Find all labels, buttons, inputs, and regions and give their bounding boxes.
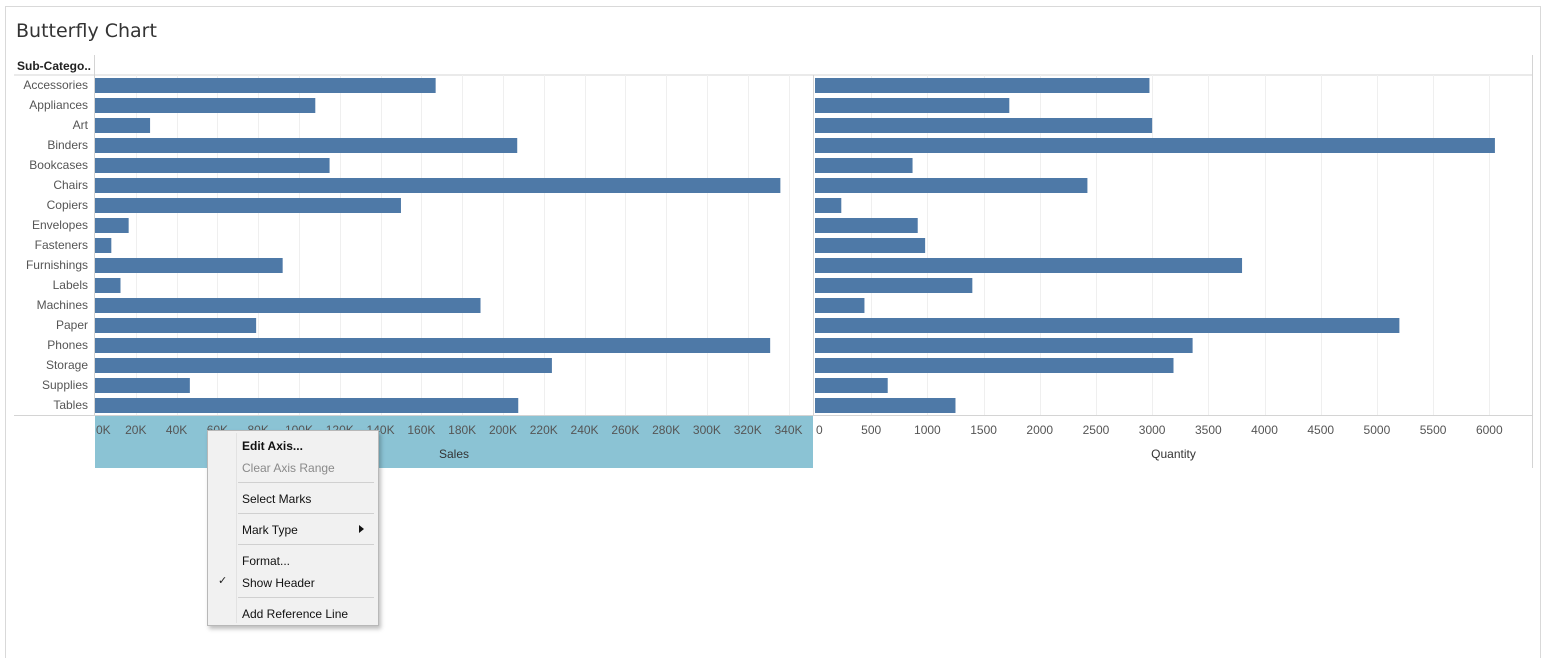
menu-item-add-reference-line[interactable]: Add Reference Line: [242, 607, 349, 621]
menu-item-mark-type[interactable]: Mark Type: [242, 521, 362, 539]
menu-item-mark-type-label: Mark Type: [242, 523, 298, 537]
bar-quantity[interactable]: [815, 278, 973, 293]
bar-quantity[interactable]: [815, 338, 1193, 353]
chart-title: Butterfly Chart: [16, 20, 157, 42]
menu-item-format[interactable]: Format...: [242, 554, 291, 568]
menu-separator: [238, 597, 374, 598]
category-label[interactable]: Fasteners: [35, 238, 88, 252]
category-label[interactable]: Appliances: [29, 98, 88, 112]
category-label[interactable]: Art: [73, 118, 89, 132]
x-tick-label: 0: [816, 423, 823, 437]
bar-quantity[interactable]: [815, 218, 918, 233]
bar-quantity[interactable]: [815, 98, 1010, 113]
x-tick-label: 1000: [914, 423, 941, 437]
x-tick-label: 0K: [96, 423, 111, 437]
bar-sales[interactable]: [95, 178, 781, 193]
x-axis-title[interactable]: Sales: [439, 447, 469, 461]
category-label[interactable]: Tables: [53, 398, 88, 412]
bar-quantity[interactable]: [815, 158, 913, 173]
bar-sales[interactable]: [95, 258, 283, 273]
x-tick-label: 160K: [407, 423, 435, 437]
bar-sales[interactable]: [95, 198, 401, 213]
checkmark-icon: ✓: [218, 575, 228, 587]
x-tick-label: 6000: [1476, 423, 1503, 437]
bar-sales[interactable]: [95, 218, 129, 233]
menu-item-edit-axis[interactable]: Edit Axis...: [242, 439, 303, 453]
menu-item-select-marks[interactable]: Select Marks: [242, 492, 312, 506]
category-label[interactable]: Binders: [47, 138, 88, 152]
menu-item-show-header[interactable]: Show Header: [242, 576, 315, 590]
x-tick-label: 200K: [489, 423, 517, 437]
x-tick-label: 2500: [1083, 423, 1110, 437]
x-tick-label: 2000: [1026, 423, 1053, 437]
menu-separator: [238, 482, 374, 483]
x-tick-label: 260K: [611, 423, 639, 437]
x-tick-label: 220K: [530, 423, 558, 437]
x-tick-label: 40K: [166, 423, 187, 437]
category-label[interactable]: Furnishings: [26, 258, 88, 272]
bar-sales[interactable]: [95, 158, 330, 173]
menu-separator: [238, 513, 374, 514]
x-tick-label: 4500: [1307, 423, 1334, 437]
category-label[interactable]: Machines: [37, 298, 88, 312]
x-tick-label: 4000: [1251, 423, 1278, 437]
bar-quantity[interactable]: [815, 178, 1088, 193]
menu-item-clear-axis-range: Clear Axis Range: [242, 461, 335, 475]
bar-quantity[interactable]: [815, 198, 842, 213]
x-axis-title[interactable]: Quantity: [1151, 447, 1196, 461]
category-label[interactable]: Phones: [47, 338, 88, 352]
bar-quantity[interactable]: [815, 398, 956, 413]
x-tick-label: 180K: [448, 423, 476, 437]
category-label[interactable]: Envelopes: [32, 218, 88, 232]
x-tick-label: 340K: [775, 423, 803, 437]
row-header-label[interactable]: Sub-Catego..: [17, 59, 91, 73]
bar-sales[interactable]: [95, 358, 552, 373]
bar-sales[interactable]: [95, 138, 518, 153]
menu-separator: [238, 544, 374, 545]
x-tick-label: 3500: [1195, 423, 1222, 437]
bar-quantity[interactable]: [815, 298, 865, 313]
bar-sales[interactable]: [95, 318, 257, 333]
bar-quantity[interactable]: [815, 318, 1400, 333]
bar-quantity[interactable]: [815, 118, 1153, 133]
bar-sales[interactable]: [95, 98, 316, 113]
bar-quantity[interactable]: [815, 238, 926, 253]
bar-quantity[interactable]: [815, 78, 1150, 93]
x-tick-label: 5500: [1420, 423, 1447, 437]
x-tick-label: 5000: [1364, 423, 1391, 437]
bar-quantity[interactable]: [815, 138, 1495, 153]
category-label[interactable]: Chairs: [53, 178, 88, 192]
menu-gutter: [236, 433, 237, 623]
x-tick-label: 1500: [970, 423, 997, 437]
bar-quantity[interactable]: [815, 258, 1243, 273]
bar-sales[interactable]: [95, 78, 436, 93]
category-label[interactable]: Copiers: [47, 198, 88, 212]
bar-sales[interactable]: [95, 378, 190, 393]
bar-sales[interactable]: [95, 238, 112, 253]
x-tick-label: 320K: [734, 423, 762, 437]
category-label[interactable]: Labels: [53, 278, 88, 292]
x-tick-label: 3000: [1139, 423, 1166, 437]
bar-quantity[interactable]: [815, 378, 888, 393]
category-label[interactable]: Storage: [46, 358, 88, 372]
axis-context-menu: Edit Axis... Clear Axis Range Select Mar…: [207, 430, 379, 626]
bar-sales[interactable]: [95, 398, 519, 413]
x-tick-label: 240K: [571, 423, 599, 437]
x-tick-label: 500: [861, 423, 881, 437]
category-label[interactable]: Accessories: [23, 78, 88, 92]
bar-sales[interactable]: [95, 298, 481, 313]
bar-sales[interactable]: [95, 338, 771, 353]
x-tick-label: 280K: [652, 423, 680, 437]
category-label[interactable]: Bookcases: [29, 158, 88, 172]
submenu-arrow-icon: [359, 525, 364, 533]
category-label[interactable]: Supplies: [42, 378, 88, 392]
bar-quantity[interactable]: [815, 358, 1174, 373]
bar-sales[interactable]: [95, 118, 151, 133]
bar-sales[interactable]: [95, 278, 121, 293]
x-tick-label: 300K: [693, 423, 721, 437]
x-tick-label: 20K: [125, 423, 146, 437]
category-label[interactable]: Paper: [56, 318, 88, 332]
